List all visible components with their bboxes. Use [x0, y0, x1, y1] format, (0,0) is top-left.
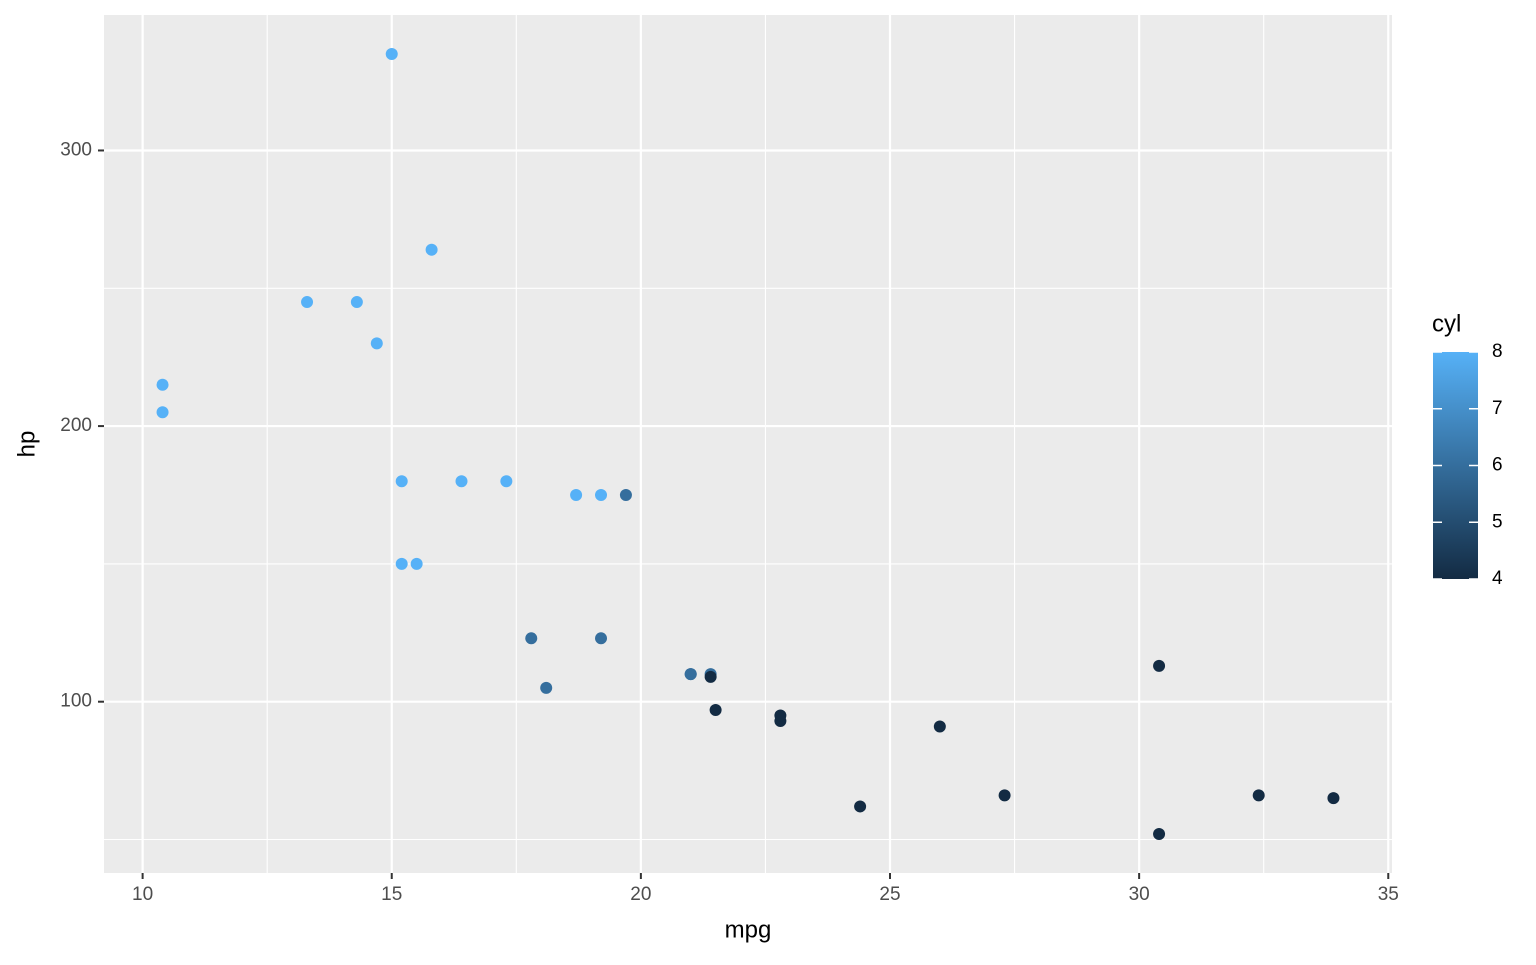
point: [595, 488, 608, 501]
point: [595, 632, 608, 645]
point: [933, 720, 946, 733]
point: [1153, 659, 1166, 672]
point: [500, 475, 513, 488]
point: [370, 337, 383, 350]
y-tick-label: 100: [60, 691, 92, 712]
point: [684, 668, 697, 681]
point: [525, 632, 538, 645]
point: [1327, 792, 1340, 805]
legend-label: 5: [1492, 511, 1503, 532]
legend-label: 8: [1492, 341, 1503, 362]
legend-title: cyl: [1432, 310, 1461, 337]
point: [156, 378, 169, 391]
y-axis-title: hp: [13, 431, 40, 458]
x-tick-label: 15: [381, 884, 402, 905]
point: [455, 475, 468, 488]
legend-label: 6: [1492, 455, 1503, 476]
point: [619, 488, 632, 501]
point: [385, 48, 398, 60]
y-tick-label: 200: [60, 415, 92, 436]
point: [709, 703, 722, 716]
point: [350, 296, 363, 309]
point: [854, 800, 867, 813]
x-tick-label: 25: [879, 884, 900, 905]
point: [774, 709, 787, 722]
x-tick-label: 20: [630, 884, 651, 905]
x-tick-label: 30: [1129, 884, 1150, 905]
point: [395, 557, 408, 570]
legend-label: 7: [1492, 398, 1503, 419]
point: [704, 670, 717, 683]
point: [156, 406, 169, 419]
point: [570, 488, 583, 501]
panel: [104, 15, 1392, 873]
point: [998, 789, 1011, 802]
point: [425, 243, 438, 256]
legend-label: 4: [1492, 568, 1503, 589]
point: [395, 475, 408, 488]
point: [410, 557, 423, 570]
y-tick-label: 300: [60, 139, 92, 160]
point: [1153, 828, 1166, 840]
x-tick-label: 35: [1378, 884, 1399, 905]
point: [540, 681, 553, 694]
point: [301, 296, 314, 309]
x-axis-title: mpg: [725, 916, 772, 943]
point: [1252, 789, 1265, 802]
x-tick-label: 10: [132, 884, 153, 905]
